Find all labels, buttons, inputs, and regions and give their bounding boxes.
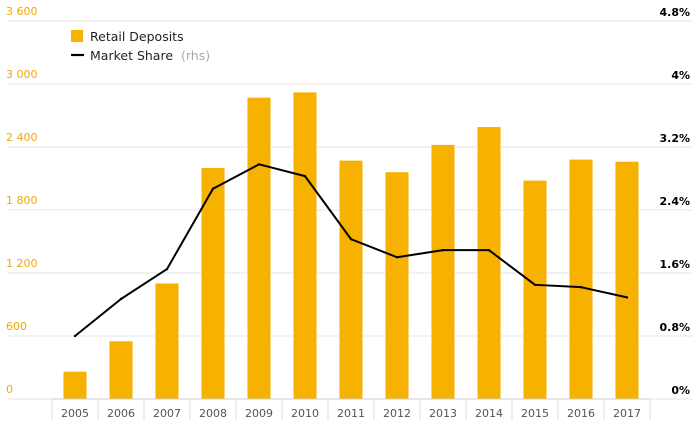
y-right-tick-label: 4.8%: [659, 6, 690, 19]
market-share-point: [533, 283, 537, 287]
y-left-tick-label: 3 000: [6, 68, 38, 81]
legend-label-retail-deposits: Retail Deposits: [90, 29, 184, 44]
market-share-point: [165, 267, 169, 271]
bar: [431, 144, 455, 399]
bar: [477, 127, 501, 400]
market-share-point: [73, 334, 77, 338]
y-left-tick-label: 0: [6, 383, 13, 396]
y-left-tick-label: 3 600: [6, 5, 38, 18]
x-tick-label: 2013: [429, 407, 457, 420]
bar: [155, 283, 179, 399]
y-right-tick-label: 2.4%: [659, 195, 690, 208]
bar: [109, 341, 133, 399]
legend-label-rhs-suffix: (rhs): [181, 48, 210, 63]
market-share-point: [487, 248, 491, 252]
x-tick-label: 2010: [291, 407, 319, 420]
x-tick-label: 2007: [153, 407, 181, 420]
x-tick-label: 2012: [383, 407, 411, 420]
x-tick-label: 2011: [337, 407, 365, 420]
market-share-point: [579, 285, 583, 289]
y-left-tick-label: 600: [6, 320, 27, 333]
x-tick-label: 2016: [567, 407, 595, 420]
legend: Retail Deposits Market Share (rhs): [71, 29, 210, 63]
bar: [569, 159, 593, 399]
x-tick-label: 2009: [245, 407, 273, 420]
x-tick-label: 2015: [521, 407, 549, 420]
axes: 0 600 1 200 1 800 2 400 3 000 3 600 0% 0.8% 1.6% 2…: [6, 5, 690, 420]
y-right-tick-label: 0%: [671, 384, 690, 397]
market-share-point: [441, 248, 445, 252]
market-share-point: [395, 256, 399, 259]
market-share-point: [625, 296, 629, 299]
bar: [201, 168, 225, 399]
bar: [247, 97, 271, 400]
legend-swatch-retail-deposits: [71, 30, 83, 42]
x-tick-label: 2005: [61, 407, 89, 420]
y-right-tick-label: 3.2%: [659, 132, 690, 145]
bar: [339, 160, 363, 399]
x-tick-label: 2014: [475, 407, 503, 420]
bar: [385, 172, 409, 399]
bar: [293, 92, 317, 400]
market-share-point: [303, 174, 307, 178]
y-left-tick-label: 1 200: [6, 257, 38, 270]
y-right-tick-label: 0.8%: [659, 321, 690, 334]
y-left-tick-label: 1 800: [6, 194, 38, 207]
market-share-point: [349, 237, 353, 241]
bar: [615, 161, 639, 399]
line-series-market-share: [73, 163, 629, 338]
legend-label-market-share-text: Market Share: [90, 48, 173, 63]
bar-series-retail-deposits: [63, 92, 639, 400]
legend-label-market-share: Market Share (rhs): [90, 48, 210, 63]
x-tick-label: 2008: [199, 407, 227, 420]
y-right-tick-label: 1.6%: [659, 258, 690, 271]
y-right-tick-label: 4%: [671, 69, 690, 82]
x-tick-label: 2017: [613, 407, 641, 420]
market-share-point: [257, 163, 261, 166]
x-tick-label: 2006: [107, 407, 135, 420]
market-share-point: [211, 187, 215, 190]
market-share-point: [119, 297, 123, 301]
y-left-tick-label: 2 400: [6, 131, 38, 144]
bar: [523, 180, 547, 399]
bar: [63, 371, 87, 399]
